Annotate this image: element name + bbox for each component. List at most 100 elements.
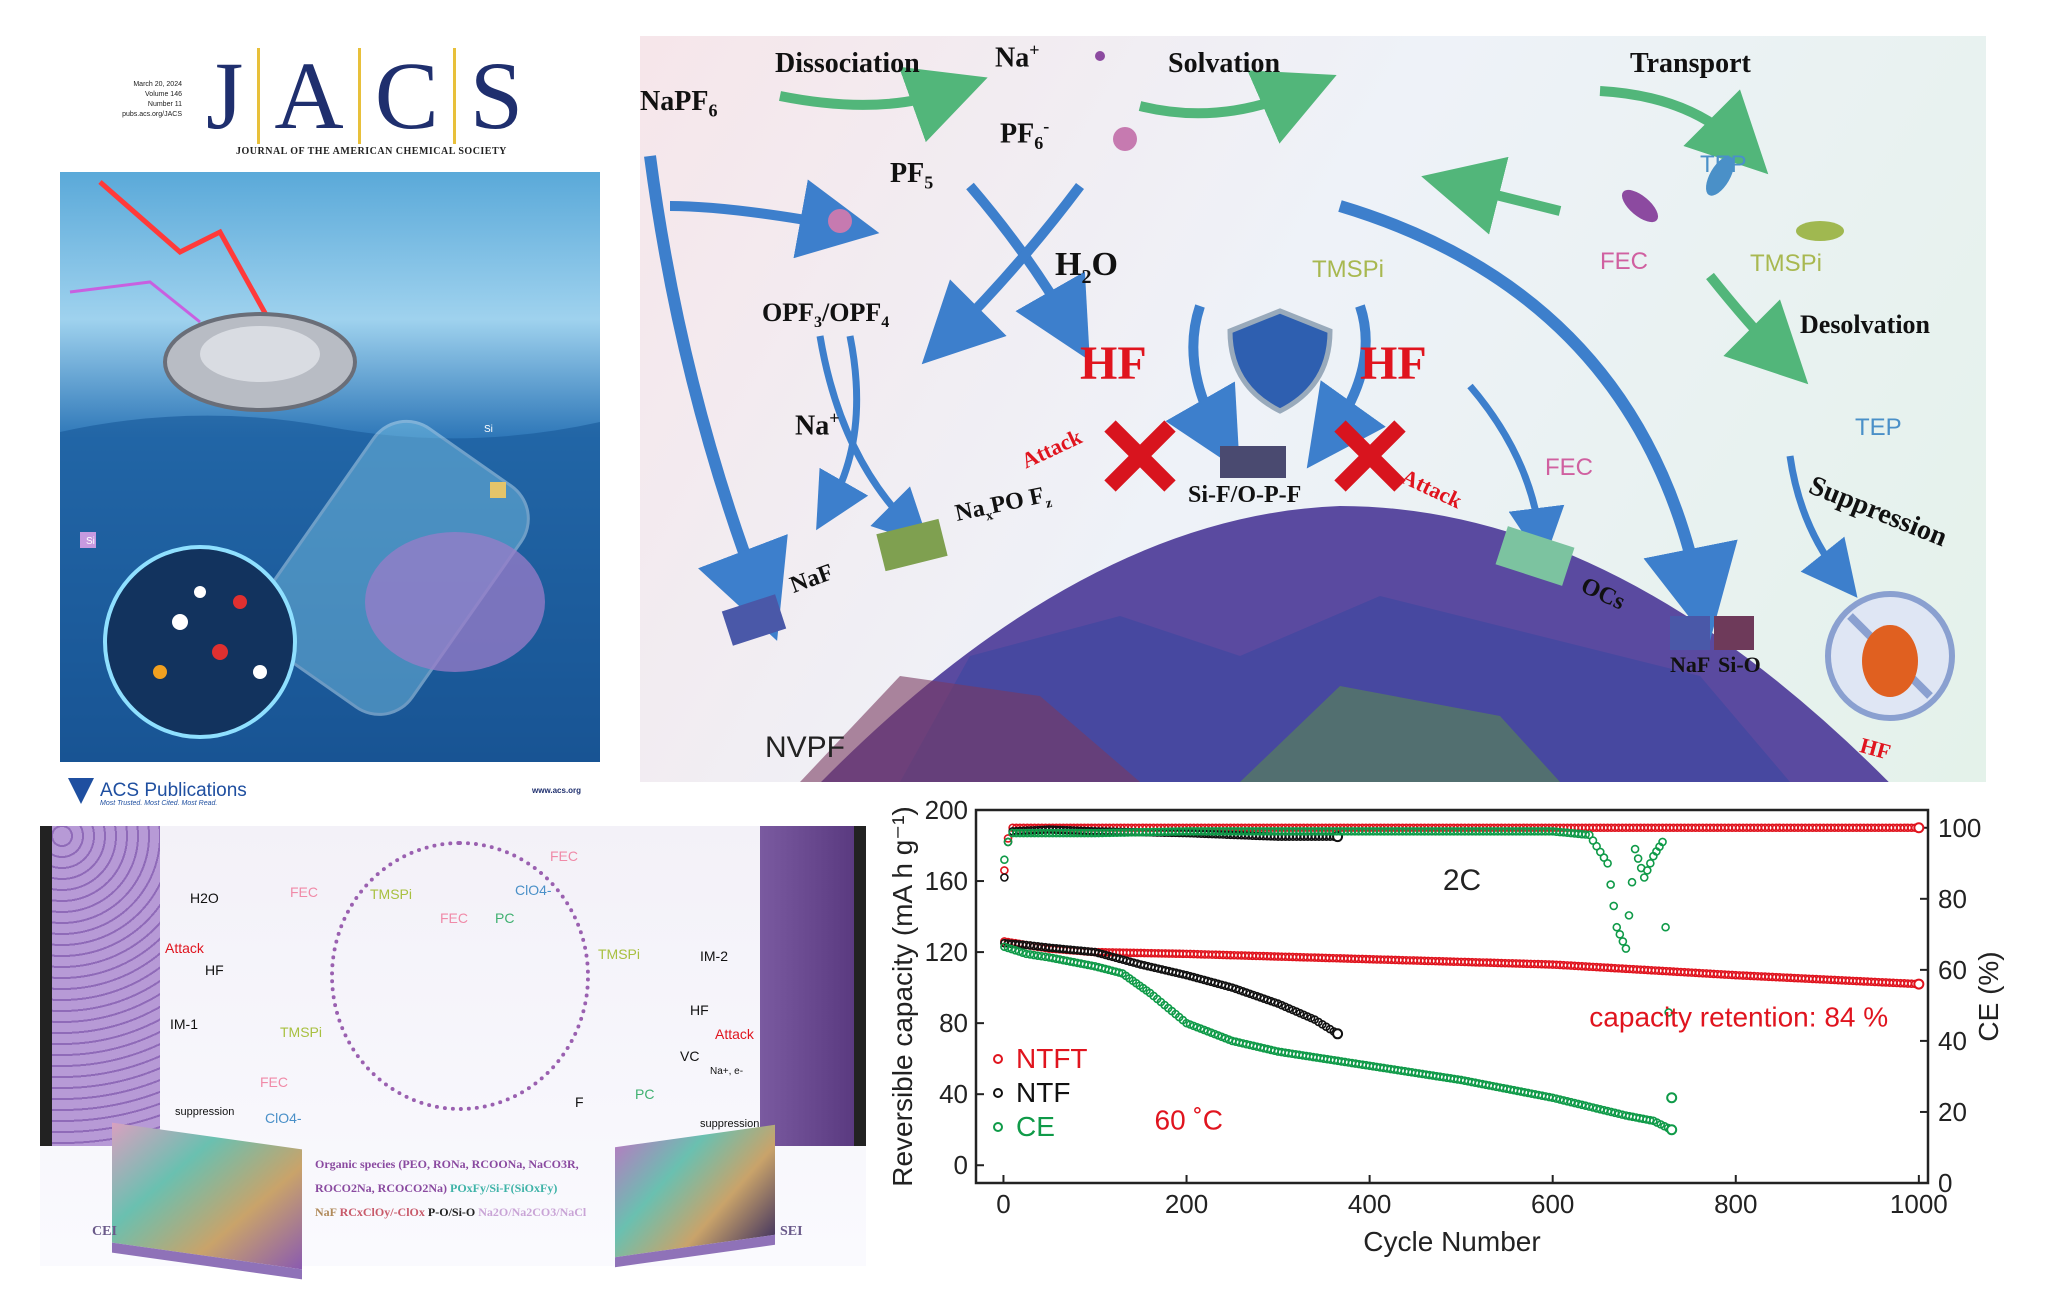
journal-url: pubs.acs.org/JACS xyxy=(122,111,182,118)
hf-label-right: HF xyxy=(690,1002,709,1018)
cover-issue-info: March 20, 2024 Volume 146 Number 11 pubs… xyxy=(110,80,182,120)
data-point-ce xyxy=(1658,837,1667,847)
data-point-ce xyxy=(1630,844,1640,854)
sif-label: Si-F/O-P-F xyxy=(1188,482,1302,508)
blocked-attack-icon xyxy=(1104,420,1176,492)
fec-label-2: FEC xyxy=(260,1074,288,1090)
y2-axis-label: CE (%) xyxy=(1973,951,2004,1041)
suppression-label-left: suppression xyxy=(175,1106,235,1118)
issue-volume: Volume 146 xyxy=(145,91,182,98)
data-point-ntft xyxy=(1913,978,1925,990)
cei-layer xyxy=(112,1122,302,1280)
suppression-label-right: suppression xyxy=(700,1118,760,1130)
y2-tick-label: 60 xyxy=(1938,955,1967,985)
cover-artwork: Si Si xyxy=(60,172,600,762)
pf5-label: PF5 xyxy=(890,158,934,193)
data-point-ce xyxy=(1621,944,1631,953)
y2-tick-label: 80 xyxy=(1938,884,1967,914)
clo4-label: ClO4- xyxy=(265,1110,302,1126)
solvation-label: Solvation xyxy=(1168,48,1281,79)
data-point-ce xyxy=(1639,873,1649,882)
legend-line: ROCO2Na, RCOCO2Na) POxFy/Si-F(SiOxFy) xyxy=(315,1176,586,1200)
fec-label-right: FEC xyxy=(550,848,578,864)
y-tick-label: 80 xyxy=(939,1008,968,1038)
h2o-label: H2O xyxy=(190,890,219,906)
data-point-ce xyxy=(1664,1008,1673,1017)
data-point-ce xyxy=(1633,854,1643,863)
data-point-ce xyxy=(1609,901,1619,911)
data-point-ntft xyxy=(1000,866,1009,875)
clo4-label-center: ClO4- xyxy=(515,882,552,898)
journal-name: JOURNAL OF THE AMERICAN CHEMICAL SOCIETY xyxy=(236,146,507,157)
tep-label-top: TEP xyxy=(1700,151,1747,178)
im1-label: IM-1 xyxy=(170,1016,198,1032)
issue-date: March 20, 2024 xyxy=(133,81,182,88)
naf-label-right: NaF xyxy=(1670,652,1711,677)
data-point-ce xyxy=(1007,944,1016,954)
data-point-ce xyxy=(1606,880,1615,889)
data-point-ce xyxy=(1011,946,1020,955)
pc-label-center: PC xyxy=(495,910,515,926)
data-point-ce xyxy=(1581,830,1590,839)
legend-segment: POxFy/Si-F(SiOxFy) xyxy=(447,1181,558,1195)
y-tick-label: 40 xyxy=(939,1079,968,1109)
fec-label: FEC xyxy=(290,884,318,900)
data-point-ce xyxy=(1642,866,1652,875)
mechanism-schematic: NaPF6 Dissociation Na+ PF6- Solvation Tr… xyxy=(640,36,1986,782)
fec-label-center: FEC xyxy=(440,910,468,926)
legend-label: CE xyxy=(1016,1111,1055,1142)
legend-segment: RCxClOy/-ClOx xyxy=(339,1205,428,1219)
logo-letter: S xyxy=(469,42,524,149)
shield-icon xyxy=(1227,308,1333,414)
fec-label-top: FEC xyxy=(1600,248,1648,275)
tmspi-label-center: TMSPi xyxy=(370,886,412,902)
logo-letter: A xyxy=(260,48,361,144)
tmspi-label-left: TMSPi xyxy=(280,1024,322,1040)
napf6-label: NaPF6 xyxy=(640,86,718,121)
pc-label-right: PC xyxy=(635,1086,655,1102)
h2o-label: H2O xyxy=(1055,246,1118,288)
data-point-ce xyxy=(1000,855,1009,865)
issue-number: Number 11 xyxy=(147,101,182,108)
im2-label: IM-2 xyxy=(700,948,728,964)
data-point-ce xyxy=(1612,922,1622,932)
x-tick-label: 1000 xyxy=(1890,1189,1948,1219)
x-tick-label: 600 xyxy=(1531,1189,1574,1219)
si-tag: Si xyxy=(484,424,493,435)
logo-letter: J xyxy=(192,48,261,144)
y2-tick-label: 100 xyxy=(1938,813,1981,843)
data-point-ce xyxy=(1003,837,1013,847)
temperature-annotation: 60 ˚C xyxy=(1155,1105,1223,1136)
y2-tick-label: 40 xyxy=(1938,1026,1967,1056)
sio-label: Si-O xyxy=(1718,652,1761,677)
x-tick-label: 800 xyxy=(1714,1189,1757,1219)
legend-line: NaF RCxClOy/-ClOx P-O/Si-O Na2O/Na2CO3/N… xyxy=(315,1200,586,1224)
tmspi-label-right: TMSPi xyxy=(1750,250,1822,277)
retention-annotation: capacity retention: 84 % xyxy=(1589,1002,1888,1033)
legend-segment: ROCO2Na, RCOCO2Na) xyxy=(315,1181,447,1195)
jacs-logo: J A C S xyxy=(192,48,537,144)
y-tick-label: 160 xyxy=(925,866,968,896)
attack-label-left: Attack xyxy=(165,940,204,956)
nvpf-label: NVPF xyxy=(765,731,846,764)
data-point-ce xyxy=(1661,922,1670,932)
data-point-ce xyxy=(1627,877,1637,887)
rate-annotation: 2C xyxy=(1443,864,1481,897)
publisher-tagline: Most Trusted. Most Cited. Most Read. xyxy=(100,800,218,807)
x-axis-label: Cycle Number xyxy=(1363,1226,1540,1257)
data-point-ntf xyxy=(1332,1028,1344,1040)
cei-label: CEI xyxy=(92,1224,117,1239)
sei-label: SEI xyxy=(780,1224,803,1239)
y-tick-label: 0 xyxy=(954,1150,968,1180)
legend-segment: NaF xyxy=(315,1205,340,1219)
data-point-ce xyxy=(1624,911,1634,920)
hf-label-right: HF xyxy=(1360,337,1427,390)
na-ion-label: Na+ xyxy=(995,40,1040,74)
na-ion-label-2: Na+ xyxy=(795,408,840,442)
legend-segment: P-O/Si-O xyxy=(427,1205,479,1219)
legend-segment: Organic species (PEO, RONa, RCOONa, NaCO… xyxy=(315,1157,579,1171)
data-point-ce xyxy=(1003,943,1013,953)
data-point-ce xyxy=(1646,858,1655,868)
schematic-graphics xyxy=(644,51,1955,782)
cycling-performance-chart: 0 200 400 600 800 100004080120160200020406080… xyxy=(887,795,2004,1257)
